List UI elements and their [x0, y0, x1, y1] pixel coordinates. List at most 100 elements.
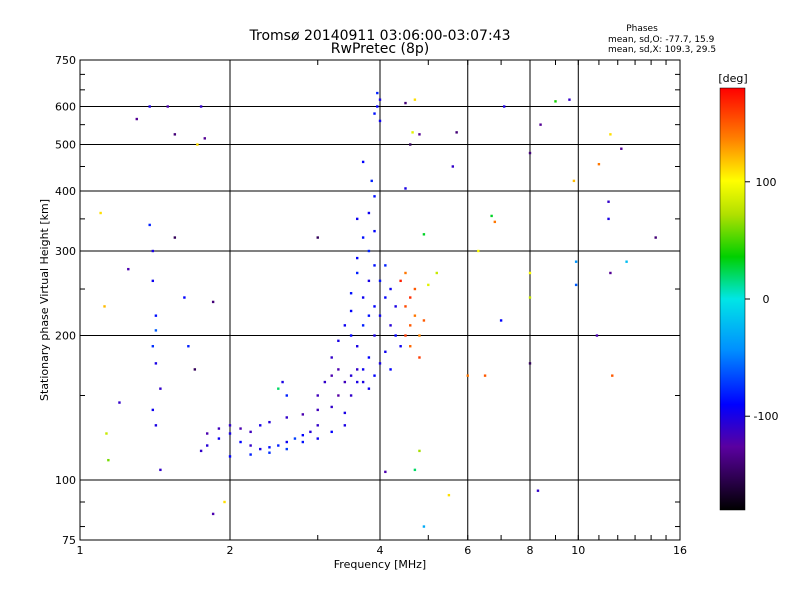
data-point — [249, 453, 252, 456]
data-point — [367, 314, 371, 317]
colorbar-tick-label: -100 — [754, 410, 779, 423]
data-point — [316, 394, 319, 397]
data-point — [367, 279, 371, 283]
data-point — [268, 446, 271, 449]
data-point — [490, 214, 493, 218]
x-axis-label: Frequency [MHz] — [334, 558, 426, 571]
data-point — [574, 260, 578, 263]
data-point — [483, 374, 487, 377]
data-point — [389, 324, 392, 327]
data-point — [477, 249, 480, 253]
data-point — [404, 187, 407, 190]
data-point — [625, 260, 628, 263]
data-point — [378, 362, 382, 365]
x-tick-label: 8 — [527, 544, 534, 557]
data-point — [607, 200, 610, 203]
data-point — [418, 334, 421, 337]
data-point — [404, 271, 407, 275]
data-point — [620, 147, 623, 150]
data-point — [376, 105, 379, 108]
data-point — [404, 305, 407, 308]
x-tick-label: 16 — [673, 544, 687, 557]
data-point — [384, 350, 387, 353]
data-point — [316, 424, 319, 427]
data-point — [148, 105, 151, 108]
y-tick-label: 750 — [55, 54, 76, 67]
data-point — [367, 387, 371, 390]
data-point — [151, 345, 155, 348]
data-point — [451, 165, 455, 168]
data-point — [493, 220, 497, 224]
data-point — [373, 264, 376, 267]
data-point — [404, 334, 407, 337]
data-point — [316, 437, 319, 440]
data-points — [99, 91, 657, 528]
data-point — [268, 420, 271, 424]
data-point — [301, 433, 305, 437]
data-point — [502, 105, 506, 108]
data-point — [277, 387, 280, 390]
data-point — [268, 451, 271, 454]
data-point — [409, 324, 412, 327]
data-point — [151, 249, 155, 253]
data-point — [597, 162, 601, 166]
data-point — [373, 229, 376, 233]
data-point — [528, 362, 532, 365]
colorbar: [deg] 100 0 -100 — [718, 72, 778, 511]
data-point — [148, 223, 151, 227]
data-point — [409, 296, 412, 299]
colorbar-ticks: 100 0 -100 — [745, 176, 778, 423]
data-point — [301, 413, 305, 416]
data-point — [239, 440, 242, 444]
data-point — [293, 437, 297, 440]
data-point — [187, 345, 190, 348]
data-point — [418, 356, 421, 359]
data-point — [99, 211, 102, 215]
data-point — [361, 236, 365, 239]
data-point — [384, 296, 387, 299]
data-point — [367, 356, 371, 359]
data-point — [159, 468, 162, 472]
data-point — [376, 91, 379, 95]
data-point — [373, 334, 376, 337]
data-point — [418, 133, 421, 136]
data-point — [330, 405, 333, 409]
data-point — [349, 394, 353, 397]
data-point — [228, 432, 232, 435]
data-point — [568, 98, 571, 101]
data-point — [259, 424, 262, 427]
data-point — [413, 287, 417, 291]
grid-lines — [79, 60, 681, 540]
data-point — [355, 380, 359, 384]
data-point — [373, 195, 376, 198]
data-point — [196, 143, 199, 146]
data-point — [361, 296, 365, 299]
data-point — [422, 319, 426, 322]
data-point — [159, 387, 162, 390]
y-tick-label: 400 — [55, 185, 76, 198]
data-point — [151, 408, 155, 412]
data-point — [574, 283, 578, 287]
data-point — [373, 112, 376, 115]
data-point — [118, 401, 121, 404]
data-point — [154, 314, 158, 317]
data-point — [205, 444, 209, 447]
data-point — [349, 374, 353, 377]
data-point — [411, 131, 414, 134]
data-point — [349, 334, 353, 337]
data-point — [394, 305, 397, 308]
data-point — [384, 264, 387, 267]
data-point — [203, 137, 206, 140]
data-point — [183, 296, 186, 299]
data-point — [309, 430, 312, 434]
data-point — [228, 455, 232, 458]
data-point — [427, 283, 430, 287]
data-point — [173, 133, 177, 136]
y-tick-label: 500 — [55, 139, 76, 152]
x-tick-label: 6 — [464, 544, 471, 557]
y-tick-labels: 75 100 200 300 400 500 600 750 — [55, 54, 76, 547]
data-point — [654, 236, 657, 239]
x-tick-label: 4 — [377, 544, 384, 557]
data-point — [355, 271, 359, 275]
